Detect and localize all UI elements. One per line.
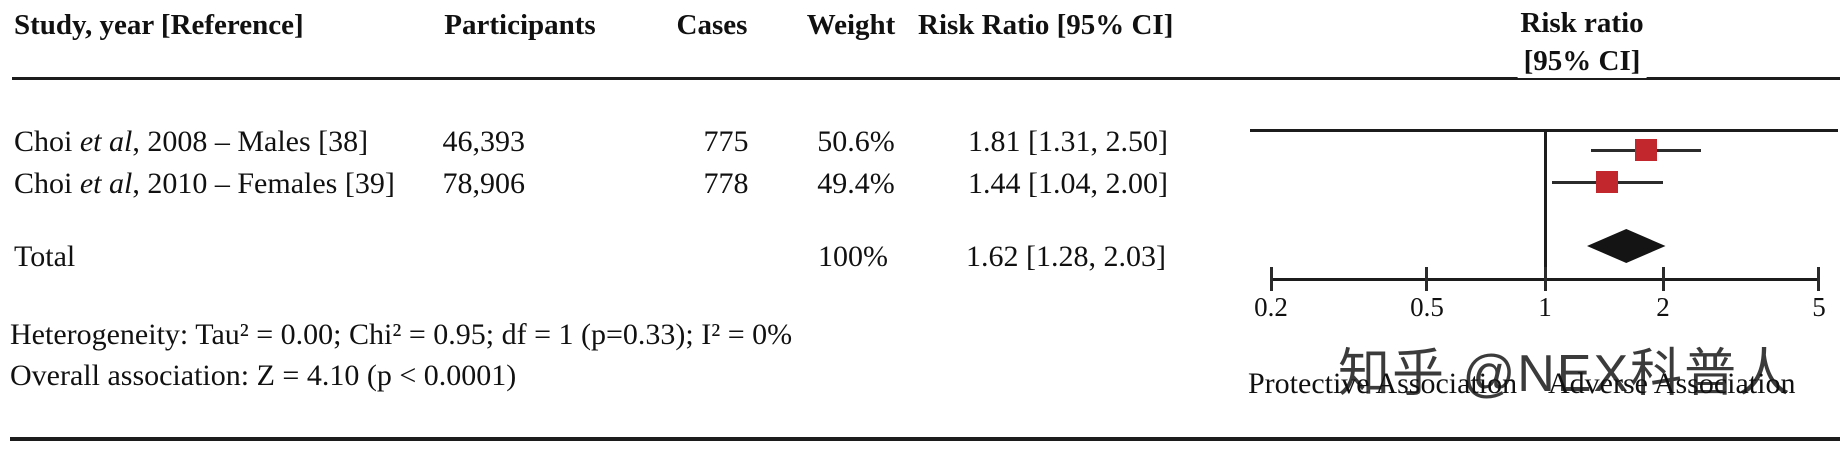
study-row-2-label: Choi et al, 2010 – Females [39] [14,167,395,200]
x-axis-tick-label: 1 [1538,292,1552,322]
plot-header-line1: Risk ratio [1520,7,1644,39]
col-header-risk-ratio: Risk Ratio [95% CI] [918,9,1174,41]
plot-header-line2: [95% CI] [1517,44,1647,78]
x-axis-tick [1817,267,1821,291]
total-row-risk-ratio: 1.62 [1.28, 2.03] [966,240,1166,273]
reference-line [1544,129,1547,281]
x-axis-tick [1425,267,1429,291]
x-axis-tick-label: 0.5 [1410,292,1444,322]
header-separator-rule [12,77,1840,80]
study-row-2-participants: 78,906 [442,167,526,200]
x-axis-tick-label: 5 [1812,292,1826,322]
x-axis-tick [1543,267,1547,291]
x-axis-tick-label: 0.2 [1254,292,1288,322]
col-header-study: Study, year [Reference] [14,9,304,41]
study-row-1-label: Choi et al, 2008 – Males [38] [14,125,369,158]
study-row-2-weight: 49.4% [817,167,895,200]
heterogeneity-note: Heterogeneity: Tau² = 0.00; Chi² = 0.95;… [10,318,793,351]
study-row-1-participants: 46,393 [442,125,526,158]
study-row-1-risk-ratio: 1.81 [1.31, 2.50] [968,125,1168,158]
point-estimate-square [1635,139,1657,161]
x-axis-tick-label: 2 [1656,292,1670,322]
col-header-participants: Participants [444,9,596,41]
total-row-weight: 100% [818,240,888,273]
bottom-border-rule [10,437,1840,441]
col-header-weight: Weight [806,9,896,41]
x-axis-tick [1269,267,1273,291]
region-label-protective: Protective Association [1248,367,1518,400]
region-label-adverse: Adverse Association [1548,367,1796,400]
study-row-2-cases: 778 [703,167,749,200]
study-row-1-weight: 50.6% [817,125,895,158]
x-axis-tick [1661,267,1665,291]
point-estimate-square [1596,171,1619,193]
study-row-1-cases: 775 [703,125,749,158]
pooled-diamond [1587,229,1666,263]
study-row-2-risk-ratio: 1.44 [1.04, 2.00] [968,167,1168,200]
overall-association-note: Overall association: Z = 4.10 (p < 0.000… [10,359,517,392]
col-header-cases: Cases [676,9,748,41]
total-row-label: Total [14,240,76,273]
